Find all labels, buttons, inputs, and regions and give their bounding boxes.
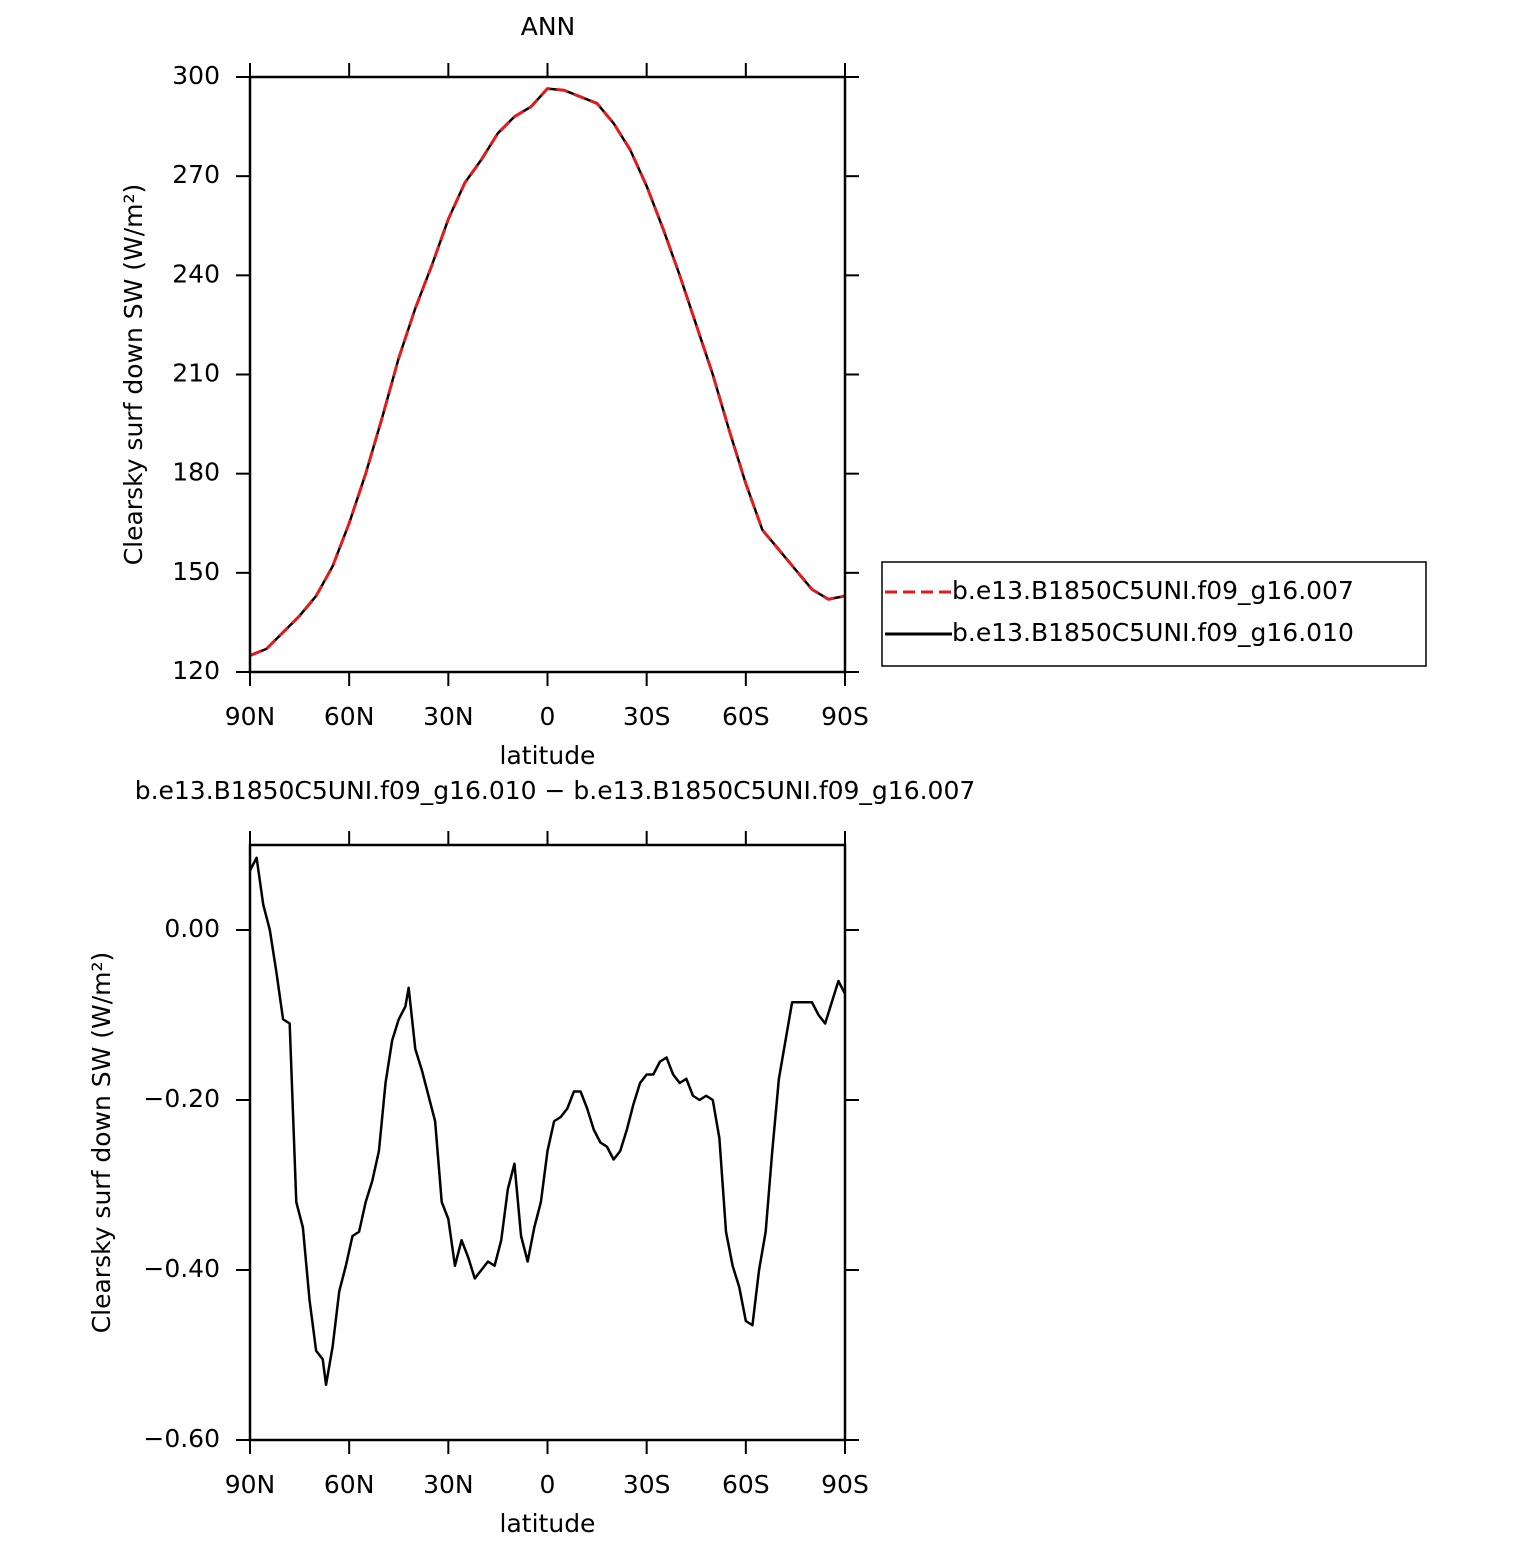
chart-title: b.e13.B1850C5UNI.f09_g16.010 − b.e13.B18… (135, 776, 976, 805)
y-tick-label: 240 (172, 259, 220, 288)
x-tick-label: 30S (623, 1470, 671, 1499)
plot-frame (248, 843, 847, 1442)
y-tick-label: 120 (172, 656, 220, 685)
x-axis-label: latitude (500, 741, 596, 770)
y-tick-label: −0.20 (143, 1084, 220, 1113)
plot-frame (248, 75, 847, 674)
x-axis-label: latitude (500, 1509, 596, 1538)
series-line (249, 87, 846, 657)
x-tick-label: 90S (821, 702, 869, 731)
x-tick-label: 60N (324, 1470, 375, 1499)
x-tick-label: 30N (423, 702, 474, 731)
y-axis-label: Clearsky surf down SW (W/m²) (119, 184, 148, 566)
x-tick-label: 90N (225, 702, 276, 731)
series-line (249, 87, 846, 657)
legend: b.e13.B1850C5UNI.f09_g16.007 b.e13.B1850C… (881, 561, 1427, 667)
y-tick-label: 270 (172, 160, 220, 189)
y-tick-label: −0.40 (143, 1254, 220, 1283)
x-tick-label: 0 (540, 1470, 556, 1499)
x-tick-label: 30S (623, 702, 671, 731)
chart-title: ANN (521, 12, 576, 41)
x-tick-label: 60N (324, 702, 375, 731)
legend-label: b.e13.B1850C5UNI.f09_g16.010 (952, 618, 1354, 647)
x-tick-label: 90S (821, 1470, 869, 1499)
x-tick-label: 60S (722, 702, 770, 731)
y-tick-label: −0.60 (143, 1424, 220, 1453)
y-tick-label: 300 (172, 61, 220, 90)
y-tick-label: 0.00 (164, 914, 220, 943)
legend-label: b.e13.B1850C5UNI.f09_g16.007 (952, 576, 1354, 605)
legend-box (881, 561, 1427, 667)
y-tick-label: 210 (172, 359, 220, 388)
y-axis-label: Clearsky surf down SW (W/m²) (87, 952, 116, 1334)
x-tick-label: 90N (225, 1470, 276, 1499)
y-tick-label: 180 (172, 458, 220, 487)
y-tick-label: 150 (172, 557, 220, 586)
x-tick-label: 60S (722, 1470, 770, 1499)
x-tick-label: 30N (423, 1470, 474, 1499)
x-tick-label: 0 (540, 702, 556, 731)
series-line (248, 856, 847, 1386)
